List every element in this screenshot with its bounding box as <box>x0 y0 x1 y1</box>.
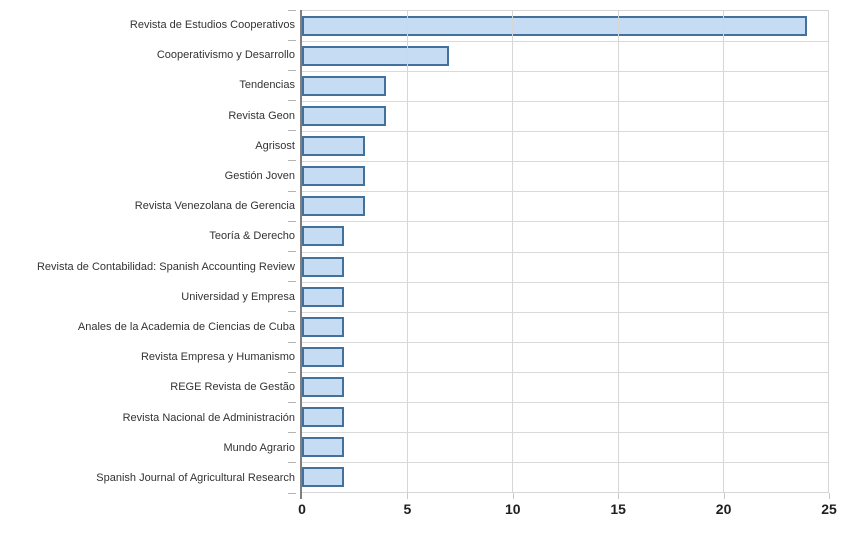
horizontal-gridline <box>302 281 828 283</box>
bar <box>302 256 345 277</box>
category-label: Revista Venezolana de Gerencia <box>134 200 295 213</box>
y-axis-tick <box>288 220 296 222</box>
bar <box>302 406 345 427</box>
x-axis-tick <box>829 493 830 499</box>
chart-row <box>302 372 828 402</box>
horizontal-gridline <box>302 131 828 133</box>
bar <box>302 16 807 37</box>
x-axis-tick <box>723 493 725 499</box>
category-label: Universidad y Empresa <box>181 290 295 303</box>
bar <box>302 376 345 397</box>
y-axis-tick <box>288 100 296 102</box>
chart-row <box>302 312 828 342</box>
x-axis-label: 15 <box>610 501 626 517</box>
y-axis-tick <box>288 160 296 162</box>
chart-row <box>302 221 828 251</box>
x-axis-tick <box>512 493 514 499</box>
y-axis-tick <box>288 190 296 192</box>
horizontal-gridline <box>302 221 828 223</box>
category-label: REGE Revista de Gestão <box>170 381 295 394</box>
horizontal-gridline <box>302 161 828 163</box>
chart-row <box>302 432 828 462</box>
y-axis-tick <box>288 492 296 494</box>
y-axis-tick <box>288 341 296 343</box>
chart-row <box>302 282 828 312</box>
chart-row <box>302 41 828 71</box>
y-axis-tick <box>288 251 296 252</box>
horizontal-gridline <box>302 461 828 463</box>
plot-area <box>302 10 829 493</box>
bar-rows <box>302 11 828 492</box>
y-axis-tick <box>288 69 296 71</box>
y-axis-tick <box>288 281 296 283</box>
y-axis-tick <box>288 371 296 373</box>
y-axis-tick <box>288 311 296 313</box>
chart-row <box>302 342 828 372</box>
chart-row <box>302 402 828 432</box>
bar <box>302 226 345 247</box>
x-axis-label: 0 <box>298 501 306 517</box>
bar <box>302 316 345 337</box>
horizontal-gridline <box>302 341 828 343</box>
bar <box>302 466 345 487</box>
category-axis-labels: Revista de Estudios Cooperativos Cooperat… <box>0 10 295 493</box>
bar <box>302 196 366 217</box>
category-label: Revista Empresa y Humanismo <box>140 351 295 364</box>
chart-row <box>302 101 828 131</box>
category-label: Revista Geon <box>228 109 295 122</box>
y-axis-tick <box>288 432 296 434</box>
x-axis-label: 25 <box>821 501 837 517</box>
bar <box>302 346 345 367</box>
bar <box>302 76 387 97</box>
y-axis-tick <box>288 9 296 11</box>
horizontal-gridline <box>302 191 828 193</box>
bar <box>302 286 345 307</box>
x-axis-label: 5 <box>403 501 412 517</box>
horizontal-gridline <box>302 431 828 433</box>
bar <box>302 46 450 67</box>
x-axis-tick <box>407 493 409 499</box>
category-label: Mundo Agrario <box>223 441 295 454</box>
x-axis-label: 10 <box>505 501 521 517</box>
category-label: Revista de Estudios Cooperativos <box>129 19 295 32</box>
y-axis-line <box>300 10 302 499</box>
chart-row <box>302 191 828 221</box>
category-label: Revista de Contabilidad: Spanish Account… <box>36 260 295 273</box>
horizontal-gridline <box>302 71 828 73</box>
x-axis-tick <box>618 493 620 499</box>
chart-row <box>302 252 828 282</box>
chart-row <box>302 462 828 492</box>
bar <box>302 436 345 457</box>
chart-row <box>302 11 828 41</box>
category-label: Revista Nacional de Administración <box>122 411 295 424</box>
category-label: Cooperativismo y Desarrollo <box>156 49 295 62</box>
bar <box>302 136 366 157</box>
vertical-gridline <box>828 11 829 492</box>
category-label: Agrisost <box>255 139 295 152</box>
category-label: Spanish Journal of Agricultural Research <box>96 471 295 484</box>
category-label: Teoría & Derecho <box>209 230 295 243</box>
category-label: Tendencias <box>239 79 295 92</box>
y-axis-tick <box>288 401 296 403</box>
horizontal-gridline <box>302 41 828 43</box>
bar <box>302 106 387 127</box>
horizontal-gridline <box>302 251 828 253</box>
bar <box>302 166 366 187</box>
horizontal-gridline <box>302 401 828 403</box>
horizontal-gridline <box>302 311 828 313</box>
y-axis-tick <box>288 462 296 464</box>
horizontal-gridline <box>302 101 828 103</box>
category-label: Anales de la Academia de Ciencias de Cub… <box>77 320 295 333</box>
x-axis-label: 20 <box>715 501 732 517</box>
y-axis-tick <box>288 39 296 41</box>
chart-row <box>302 161 828 191</box>
chart-row <box>302 131 828 161</box>
y-axis-tick <box>288 130 296 132</box>
category-label: Gestión Joven <box>224 170 295 183</box>
chart-row <box>302 71 828 101</box>
horizontal-gridline <box>302 371 828 373</box>
